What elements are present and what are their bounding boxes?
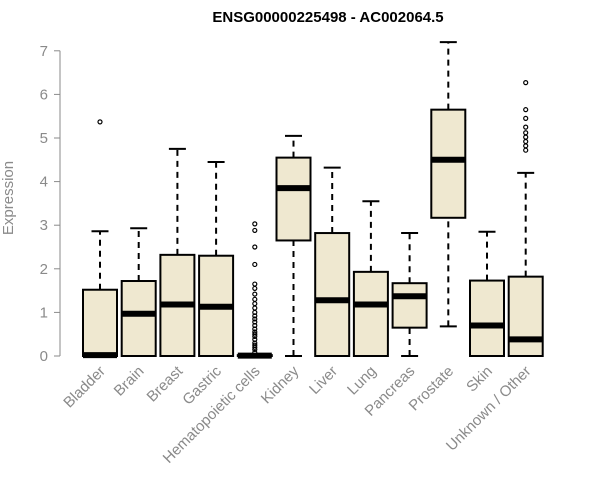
box-pancreas [391,232,428,357]
outlier-point [523,143,529,149]
outlier-point [252,285,258,292]
box-brain [120,227,157,357]
outlier-point [252,227,258,234]
box-kidney [275,134,312,357]
outlier-point [252,316,258,322]
outlier-point [523,80,529,86]
iqr-box [82,288,118,357]
outlier-point [252,342,258,348]
box-bladder [82,119,118,359]
iqr-box [120,280,157,357]
outlier-point [252,305,258,311]
y-tick-label: 7 [40,43,48,60]
outlier-point [252,349,258,356]
boxes [82,41,544,359]
y-tick-label: 4 [40,174,48,191]
iqr-box [352,270,389,357]
outlier-point [252,261,258,268]
box-skin [469,230,505,357]
outlier-point [523,147,529,153]
outlier-point [252,291,258,297]
outlier-point [252,244,258,250]
box-hematopoietic-cells [236,221,273,359]
x-tick-label: Skin [463,363,496,396]
x-tick-label: Lung [344,363,380,399]
y-axis: 0 1 2 3 4 5 6 7 [40,43,61,365]
iqr-box [391,282,428,329]
outlier-point [252,221,258,227]
box-unknown-other [507,80,544,358]
outlier-point [252,301,258,307]
y-tick-label: 3 [40,217,48,234]
outlier-point [523,124,529,130]
x-tick-label: Kidney [258,362,303,407]
y-tick-label: 2 [40,261,48,278]
iqr-box [275,156,312,242]
x-tick-label: Breast [144,362,187,405]
box-liver [314,166,351,358]
iqr-box [430,108,467,219]
outlier-point [523,115,529,121]
outlier-point [97,119,103,125]
iqr-box [314,232,351,358]
box-breast [159,147,196,358]
outlier-point [252,336,258,343]
box-gastric [198,160,235,357]
x-tick-label: Bladder [60,363,109,412]
iqr-box [469,279,505,357]
outlier-point [252,331,258,337]
x-tick-label: Brain [111,363,148,400]
outlier-point [252,319,258,325]
outlier-point [252,329,258,335]
y-tick-label: 6 [40,86,48,103]
outlier-point [523,130,529,136]
box-lung [352,200,389,357]
x-tick-label: Liver [306,363,341,398]
iqr-box [507,275,544,358]
outlier-point [252,281,258,287]
outlier-point [523,107,529,113]
y-tick-label: 1 [40,304,48,321]
y-tick-label: 0 [40,348,48,365]
outlier-point [252,296,258,302]
box-prostate [430,41,467,328]
outlier-point [523,134,529,140]
y-axis-label: Expression [0,161,17,235]
y-tick-label: 5 [40,130,48,147]
chart-title: ENSG00000225498 - AC002064.5 [212,9,443,26]
outlier-point [523,138,529,145]
